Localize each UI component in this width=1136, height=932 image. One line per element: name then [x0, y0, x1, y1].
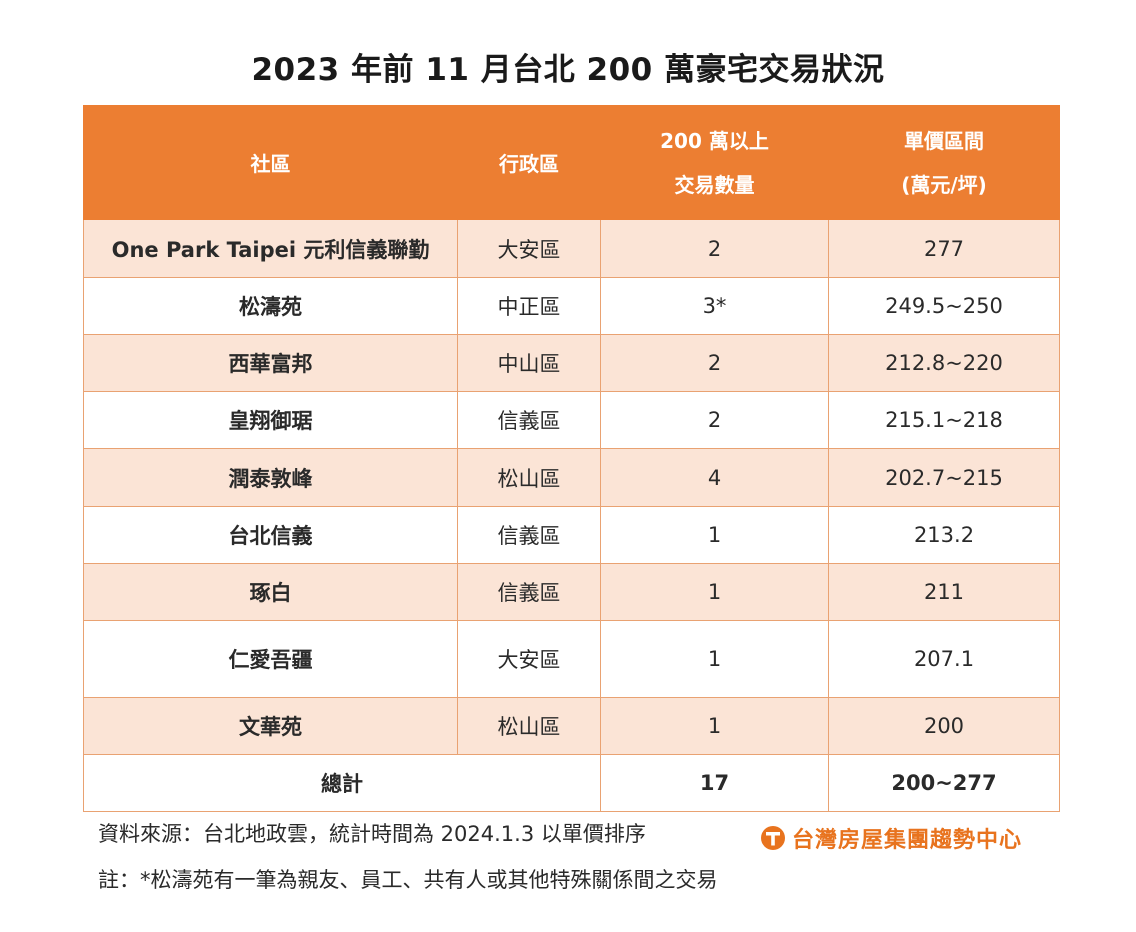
community-cell: 松濤苑 — [83, 277, 458, 335]
table-row: 琢白 信義區 1 211 — [83, 563, 1060, 621]
price-cell: 202.7~215 — [828, 448, 1060, 507]
price-cell: 277 — [828, 219, 1060, 278]
header-count-line1: 200 萬以上 — [660, 128, 769, 153]
header-price: 單價區間 (萬元/坪) — [828, 105, 1060, 220]
count-cell: 1 — [600, 620, 829, 698]
community-cell: 西華富邦 — [83, 334, 458, 392]
header-price-line1: 單價區間 — [904, 128, 984, 153]
brand-logo: 台灣房屋集團趨勢中心 — [760, 822, 1022, 854]
district-cell: 松山區 — [457, 448, 601, 507]
count-cell: 2 — [600, 219, 829, 278]
count-cell: 3* — [600, 277, 829, 335]
table-row: 仁愛吾疆 大安區 1 207.1 — [83, 620, 1060, 698]
count-cell: 1 — [600, 563, 829, 621]
header-district: 行政區 — [457, 105, 601, 220]
header-count-line2: 交易數量 — [674, 172, 755, 197]
price-cell: 213.2 — [828, 506, 1060, 564]
count-cell: 2 — [600, 334, 829, 392]
district-cell: 信義區 — [457, 391, 601, 449]
header-price-line2: (萬元/坪) — [901, 172, 987, 197]
price-cell: 212.8~220 — [828, 334, 1060, 392]
table-row: 西華富邦 中山區 2 212.8~220 — [83, 334, 1060, 392]
count-cell: 1 — [600, 506, 829, 564]
table-row: 文華苑 松山區 1 200 — [83, 697, 1060, 755]
community-cell: 琢白 — [83, 563, 458, 621]
source-note: 資料來源：台北地政雲，統計時間為 2024.1.3 以單價排序 — [98, 822, 646, 846]
district-cell: 中山區 — [457, 334, 601, 392]
total-label: 總計 — [83, 754, 601, 812]
price-cell: 215.1~218 — [828, 391, 1060, 449]
header-row: 社區 行政區 200 萬以上 交易數量 單價區間 (萬元/坪) — [83, 105, 1060, 220]
logo-text: 台灣房屋集團趨勢中心 — [792, 828, 1023, 853]
header-community: 社區 — [83, 105, 458, 220]
district-cell: 大安區 — [457, 219, 601, 278]
header-count: 200 萬以上 交易數量 — [600, 105, 829, 220]
page-title: 2023 年前 11 月台北 200 萬豪宅交易狀況 — [251, 52, 885, 88]
district-cell: 松山區 — [457, 697, 601, 755]
district-cell: 中正區 — [457, 277, 601, 335]
count-cell: 1 — [600, 697, 829, 755]
logo-icon — [761, 826, 785, 850]
price-cell: 200 — [828, 697, 1060, 755]
community-cell: 仁愛吾疆 — [83, 620, 458, 698]
count-cell: 2 — [600, 391, 829, 449]
count-cell: 4 — [600, 448, 829, 507]
community-cell: 台北信義 — [83, 506, 458, 564]
district-cell: 大安區 — [457, 620, 601, 698]
total-row: 總計 17 200~277 — [83, 754, 1060, 812]
total-count: 17 — [600, 754, 829, 812]
community-cell: One Park Taipei 元利信義聯勤 — [83, 219, 458, 278]
total-price: 200~277 — [828, 754, 1060, 812]
table-row: 皇翔御琚 信義區 2 215.1~218 — [83, 391, 1060, 449]
district-cell: 信義區 — [457, 563, 601, 621]
price-cell: 249.5~250 — [828, 277, 1060, 335]
table-row: 潤泰敦峰 松山區 4 202.7~215 — [83, 448, 1060, 507]
community-cell: 皇翔御琚 — [83, 391, 458, 449]
footnote: 註：*松濤苑有一筆為親友、員工、共有人或其他特殊關係間之交易 — [98, 868, 718, 892]
community-cell: 文華苑 — [83, 697, 458, 755]
table-row: One Park Taipei 元利信義聯勤 大安區 2 277 — [83, 219, 1060, 278]
price-cell: 211 — [828, 563, 1060, 621]
price-cell: 207.1 — [828, 620, 1060, 698]
community-cell: 潤泰敦峰 — [83, 448, 458, 507]
table-row: 台北信義 信義區 1 213.2 — [83, 506, 1060, 564]
transactions-table: 社區 行政區 200 萬以上 交易數量 單價區間 (萬元/坪) One Park… — [83, 105, 1060, 812]
district-cell: 信義區 — [457, 506, 601, 564]
table-row: 松濤苑 中正區 3* 249.5~250 — [83, 277, 1060, 335]
